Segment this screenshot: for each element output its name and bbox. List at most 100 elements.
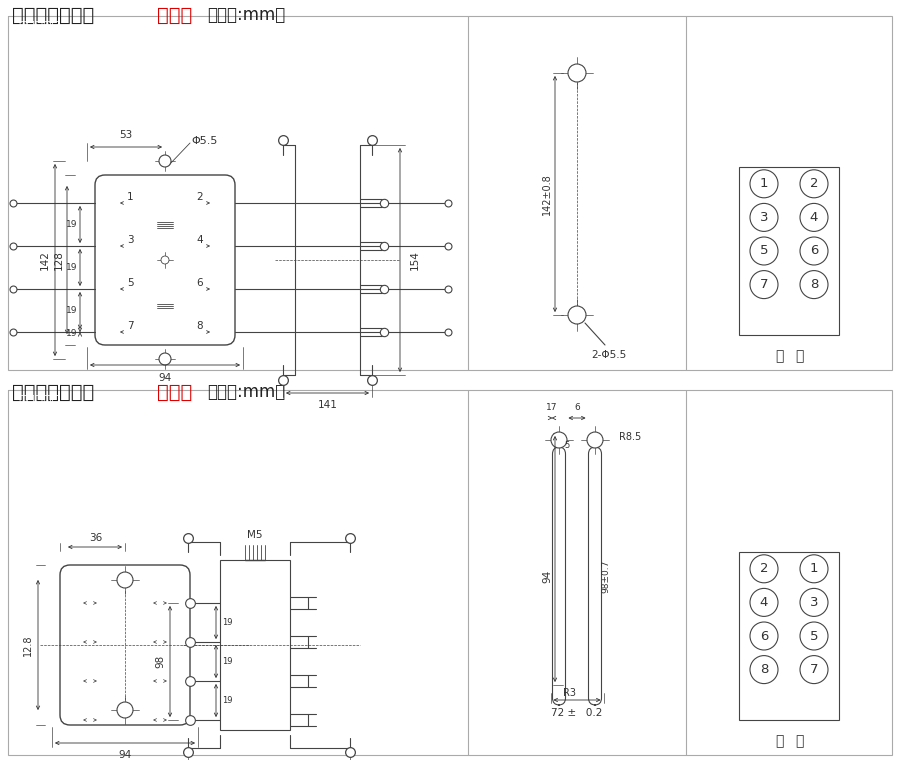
Text: 98±0.7: 98±0.7 bbox=[601, 559, 610, 593]
Text: Φ5.5: Φ5.5 bbox=[191, 136, 218, 146]
Text: 72 ±   0.2: 72 ± 0.2 bbox=[552, 708, 603, 718]
Text: 4: 4 bbox=[196, 235, 203, 245]
Text: 2: 2 bbox=[760, 562, 769, 575]
Circle shape bbox=[750, 622, 778, 650]
Circle shape bbox=[117, 572, 133, 588]
Text: 背: 背 bbox=[775, 734, 783, 748]
Circle shape bbox=[750, 237, 778, 265]
Text: 19: 19 bbox=[222, 618, 232, 627]
Text: 154: 154 bbox=[410, 250, 420, 270]
Text: 8: 8 bbox=[196, 321, 203, 331]
Text: 2: 2 bbox=[196, 192, 203, 202]
Text: 19: 19 bbox=[66, 263, 77, 272]
Text: 1: 1 bbox=[127, 192, 133, 202]
Text: 5: 5 bbox=[760, 245, 769, 258]
Circle shape bbox=[568, 64, 586, 82]
Circle shape bbox=[750, 169, 778, 198]
Text: 3: 3 bbox=[810, 596, 818, 609]
Circle shape bbox=[551, 432, 567, 448]
Text: 19: 19 bbox=[66, 329, 77, 338]
Text: 前: 前 bbox=[775, 349, 783, 363]
FancyBboxPatch shape bbox=[589, 447, 601, 705]
Text: 8: 8 bbox=[760, 663, 769, 676]
Text: 19: 19 bbox=[66, 220, 77, 229]
Circle shape bbox=[750, 588, 778, 616]
Circle shape bbox=[800, 656, 828, 683]
Text: 141: 141 bbox=[318, 400, 338, 410]
Circle shape bbox=[159, 353, 171, 365]
Text: 外形尺寸图: 外形尺寸图 bbox=[18, 394, 60, 408]
Text: 6: 6 bbox=[810, 245, 818, 258]
Text: 6: 6 bbox=[760, 629, 769, 642]
Text: 外形尺寸图: 外形尺寸图 bbox=[18, 20, 60, 34]
Circle shape bbox=[159, 155, 171, 167]
Text: 94: 94 bbox=[542, 569, 552, 583]
Text: 5: 5 bbox=[564, 441, 570, 450]
Bar bbox=[8, 16, 892, 370]
Text: 2: 2 bbox=[810, 177, 818, 190]
Text: （单位:mm）: （单位:mm） bbox=[207, 383, 285, 401]
Text: 128: 128 bbox=[54, 250, 64, 270]
Circle shape bbox=[117, 702, 133, 718]
Text: 凸出式固定结构: 凸出式固定结构 bbox=[12, 5, 94, 24]
Text: 142±0.8: 142±0.8 bbox=[542, 173, 552, 215]
Circle shape bbox=[800, 555, 828, 583]
Circle shape bbox=[161, 256, 169, 264]
Bar bbox=[8, 390, 892, 755]
Circle shape bbox=[800, 271, 828, 299]
Text: M5: M5 bbox=[248, 530, 263, 540]
Text: 36: 36 bbox=[89, 533, 102, 543]
Text: 1: 1 bbox=[760, 177, 769, 190]
Text: 53: 53 bbox=[120, 130, 132, 140]
Text: 后接线: 后接线 bbox=[157, 382, 193, 401]
Circle shape bbox=[750, 271, 778, 299]
Text: 端子图: 端子图 bbox=[777, 20, 802, 34]
Circle shape bbox=[800, 588, 828, 616]
Text: 8: 8 bbox=[810, 278, 818, 291]
Text: 6: 6 bbox=[574, 403, 580, 412]
Circle shape bbox=[568, 306, 586, 324]
Text: 19: 19 bbox=[222, 657, 232, 666]
Text: 4: 4 bbox=[810, 211, 818, 224]
FancyBboxPatch shape bbox=[95, 175, 235, 345]
Text: 7: 7 bbox=[127, 321, 133, 331]
FancyBboxPatch shape bbox=[553, 447, 565, 705]
Text: 3: 3 bbox=[127, 235, 133, 245]
Text: 94: 94 bbox=[158, 373, 172, 383]
Circle shape bbox=[800, 169, 828, 198]
Circle shape bbox=[587, 432, 603, 448]
Text: 98: 98 bbox=[155, 655, 165, 668]
Text: R3: R3 bbox=[562, 688, 575, 698]
Bar bbox=[739, 167, 839, 335]
Bar bbox=[739, 552, 839, 720]
Text: 19: 19 bbox=[66, 306, 77, 315]
Text: 142: 142 bbox=[40, 250, 50, 270]
Text: 安装开孔图: 安装开孔图 bbox=[556, 20, 598, 34]
Circle shape bbox=[750, 555, 778, 583]
Bar bbox=[8, 390, 892, 412]
Text: 2-Φ5.5: 2-Φ5.5 bbox=[591, 350, 626, 360]
Text: 7: 7 bbox=[810, 663, 818, 676]
Text: 6: 6 bbox=[196, 278, 203, 288]
Circle shape bbox=[800, 237, 828, 265]
Text: 视: 视 bbox=[795, 734, 803, 748]
Text: 4: 4 bbox=[760, 596, 769, 609]
Circle shape bbox=[750, 656, 778, 683]
Text: R8.5: R8.5 bbox=[619, 432, 641, 442]
Text: 1: 1 bbox=[810, 562, 818, 575]
Text: 17: 17 bbox=[546, 403, 558, 412]
Text: 5: 5 bbox=[127, 278, 133, 288]
Text: 94: 94 bbox=[119, 750, 131, 760]
Circle shape bbox=[800, 622, 828, 650]
Text: 3: 3 bbox=[760, 211, 769, 224]
Circle shape bbox=[750, 204, 778, 231]
Text: 12.8: 12.8 bbox=[23, 635, 33, 656]
Text: 前接线: 前接线 bbox=[157, 5, 193, 24]
FancyBboxPatch shape bbox=[60, 565, 190, 725]
Text: 5: 5 bbox=[810, 629, 818, 642]
Text: 7: 7 bbox=[760, 278, 769, 291]
Bar bbox=[8, 16, 892, 38]
Text: （单位:mm）: （单位:mm） bbox=[207, 6, 285, 24]
Text: 端子图: 端子图 bbox=[777, 394, 802, 408]
Text: 视: 视 bbox=[795, 349, 803, 363]
